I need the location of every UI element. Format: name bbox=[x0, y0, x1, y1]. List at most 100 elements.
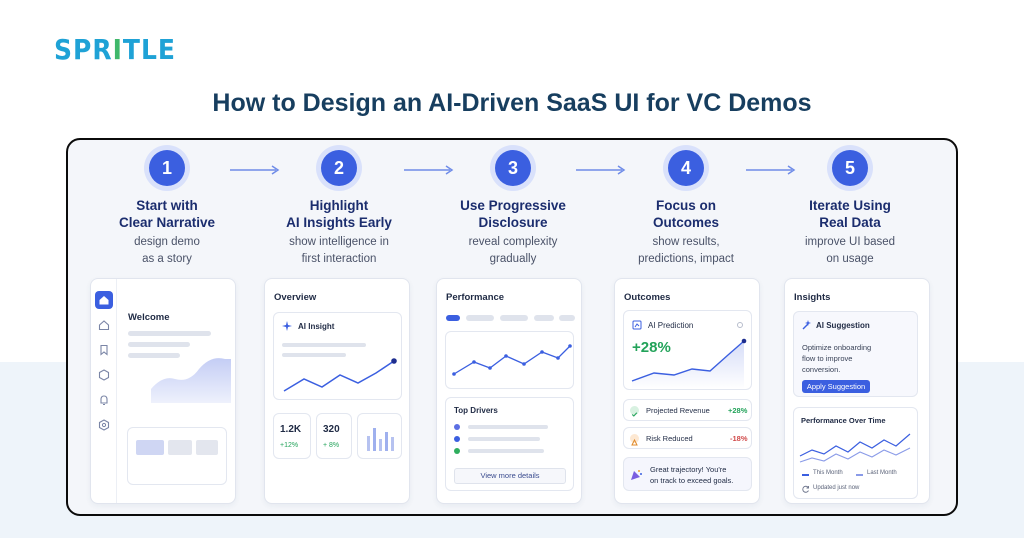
bar-chart-tile bbox=[357, 413, 402, 459]
risk-reduced-row: Risk Reduced -18% bbox=[623, 427, 752, 449]
outcomes-card: Outcomes AI Prediction +28% Projected Re… bbox=[614, 278, 760, 504]
message-text: Great trajectory! You're on track to exce… bbox=[650, 465, 734, 485]
placeholder-line bbox=[282, 353, 346, 357]
tab[interactable] bbox=[466, 315, 494, 321]
bookmark-icon[interactable] bbox=[98, 344, 110, 356]
wand-icon bbox=[802, 320, 811, 330]
settings-icon[interactable] bbox=[98, 419, 110, 431]
step-number: 3 bbox=[495, 150, 531, 186]
legend-label: This Month bbox=[813, 470, 843, 476]
placeholder-line bbox=[468, 425, 548, 429]
refresh-icon[interactable] bbox=[802, 485, 810, 493]
prediction-value: +28% bbox=[632, 339, 671, 356]
prediction-chart bbox=[631, 338, 747, 389]
bell-icon[interactable] bbox=[98, 394, 110, 406]
driver-dot bbox=[454, 448, 460, 454]
step-title: Use Progressive Disclosure bbox=[460, 198, 566, 230]
step-title: Start with Clear Narrative bbox=[118, 198, 216, 230]
tab[interactable] bbox=[559, 315, 575, 321]
arrow-right-icon bbox=[576, 165, 626, 175]
arrow-right-icon bbox=[230, 165, 280, 175]
arrow-right-icon bbox=[746, 165, 796, 175]
party-icon bbox=[631, 470, 642, 480]
placeholder-line bbox=[282, 343, 366, 347]
line-chart bbox=[283, 358, 397, 392]
comparison-line-chart bbox=[799, 433, 911, 463]
more-icon[interactable] bbox=[736, 321, 744, 329]
sprittle-logo: SPRITLE bbox=[54, 33, 176, 66]
step-4: 4 Focus on Outcomes show results, predicti… bbox=[601, 150, 771, 268]
driver-dot bbox=[454, 436, 460, 442]
step-1: 1 Start with Clear Narrative design demo a… bbox=[82, 150, 252, 268]
legend-swatch bbox=[802, 474, 809, 476]
suggestion-text: Optimize onboarding flow to improve conver… bbox=[802, 343, 872, 374]
ai-prediction-panel: AI Prediction +28% bbox=[623, 310, 752, 390]
message-panel: Great trajectory! You're on track to exce… bbox=[623, 457, 752, 491]
ai-suggestion-panel: AI Suggestion Optimize onboarding flow to… bbox=[793, 311, 918, 397]
updated-label: Updated just now bbox=[813, 485, 860, 491]
placeholder-panel bbox=[127, 427, 227, 485]
home-icon[interactable] bbox=[95, 291, 113, 309]
prediction-icon bbox=[632, 320, 642, 330]
area-chart bbox=[151, 358, 231, 403]
step-number: 1 bbox=[149, 150, 185, 186]
top-drivers-panel: Top Drivers View more details bbox=[445, 397, 574, 491]
stat-tile: 320 + 8% bbox=[316, 413, 352, 459]
tab[interactable] bbox=[534, 315, 554, 321]
apply-suggestion-button[interactable]: Apply Suggestion bbox=[802, 380, 870, 393]
panel-title: Performance Over Time bbox=[801, 416, 886, 425]
step-description: show results, predictions, impact bbox=[638, 236, 734, 265]
legend-label: Last Month bbox=[867, 470, 897, 476]
performance-chart-panel bbox=[445, 331, 574, 389]
step-2: 2 Highlight AI Insights Early show intell… bbox=[254, 150, 424, 268]
stat-tile: 1.2K +12% bbox=[273, 413, 311, 459]
ai-insight-label: AI Insight bbox=[298, 322, 335, 331]
overview-card: Overview AI Insight 1.2K +12% 320 + 8% bbox=[264, 278, 410, 504]
performance-card: Performance Top Drivers View more detail… bbox=[436, 278, 582, 504]
sidebar bbox=[91, 279, 117, 503]
insights-card: Insights AI Suggestion Optimize onboardi… bbox=[784, 278, 930, 504]
tab[interactable] bbox=[500, 315, 528, 321]
step-number: 4 bbox=[668, 150, 704, 186]
card-title: Overview bbox=[274, 292, 317, 303]
legend-swatch bbox=[856, 474, 863, 476]
step-title: Highlight AI Insights Early bbox=[286, 198, 392, 230]
view-more-details-button[interactable]: View more details bbox=[454, 468, 566, 484]
step-number: 5 bbox=[832, 150, 868, 186]
projected-revenue-row: Projected Revenue +28% bbox=[623, 399, 752, 421]
step-description: design demo as a story bbox=[134, 236, 200, 265]
home-outline-icon[interactable] bbox=[98, 319, 110, 331]
placeholder-line bbox=[128, 342, 190, 347]
ai-insight-panel: AI Insight bbox=[273, 312, 402, 400]
card-title: Performance bbox=[446, 292, 505, 303]
step-number: 2 bbox=[321, 150, 357, 186]
step-5: 5 Iterate Using Real Data improve UI base… bbox=[765, 150, 935, 268]
welcome-card: Welcome bbox=[90, 278, 236, 504]
top-drivers-label: Top Drivers bbox=[454, 406, 498, 415]
step-3: 3 Use Progressive Disclosure reveal compl… bbox=[428, 150, 598, 268]
ai-prediction-label: AI Prediction bbox=[648, 321, 694, 330]
card-title: Insights bbox=[794, 292, 831, 303]
placeholder-line bbox=[128, 353, 180, 358]
placeholder-line bbox=[468, 449, 544, 453]
warning-icon bbox=[630, 434, 639, 446]
driver-dot bbox=[454, 424, 460, 430]
sparkle-icon bbox=[282, 321, 292, 331]
step-title: Iterate Using Real Data bbox=[809, 198, 891, 230]
step-description: reveal complexity gradually bbox=[468, 236, 558, 265]
step-title: Focus on Outcomes bbox=[652, 198, 720, 230]
hexagon-icon[interactable] bbox=[98, 369, 110, 381]
card-title: Outcomes bbox=[624, 292, 671, 303]
placeholder-line bbox=[128, 331, 211, 336]
arrow-right-icon bbox=[404, 165, 454, 175]
ai-suggestion-label: AI Suggestion bbox=[816, 321, 870, 330]
tab-active[interactable] bbox=[446, 315, 460, 321]
welcome-label: Welcome bbox=[128, 312, 170, 323]
placeholder-line bbox=[468, 437, 540, 441]
step-description: improve UI based on usage bbox=[804, 236, 896, 265]
step-description: show intelligence in first interaction bbox=[289, 236, 389, 265]
steps-frame: 1 Start with Clear Narrative design demo a… bbox=[66, 138, 958, 516]
performance-over-time-panel: Performance Over Time This Month Last Mo… bbox=[793, 407, 918, 499]
page-title: How to Design an AI-Driven SaaS UI for V… bbox=[212, 89, 812, 117]
check-icon bbox=[630, 406, 639, 417]
